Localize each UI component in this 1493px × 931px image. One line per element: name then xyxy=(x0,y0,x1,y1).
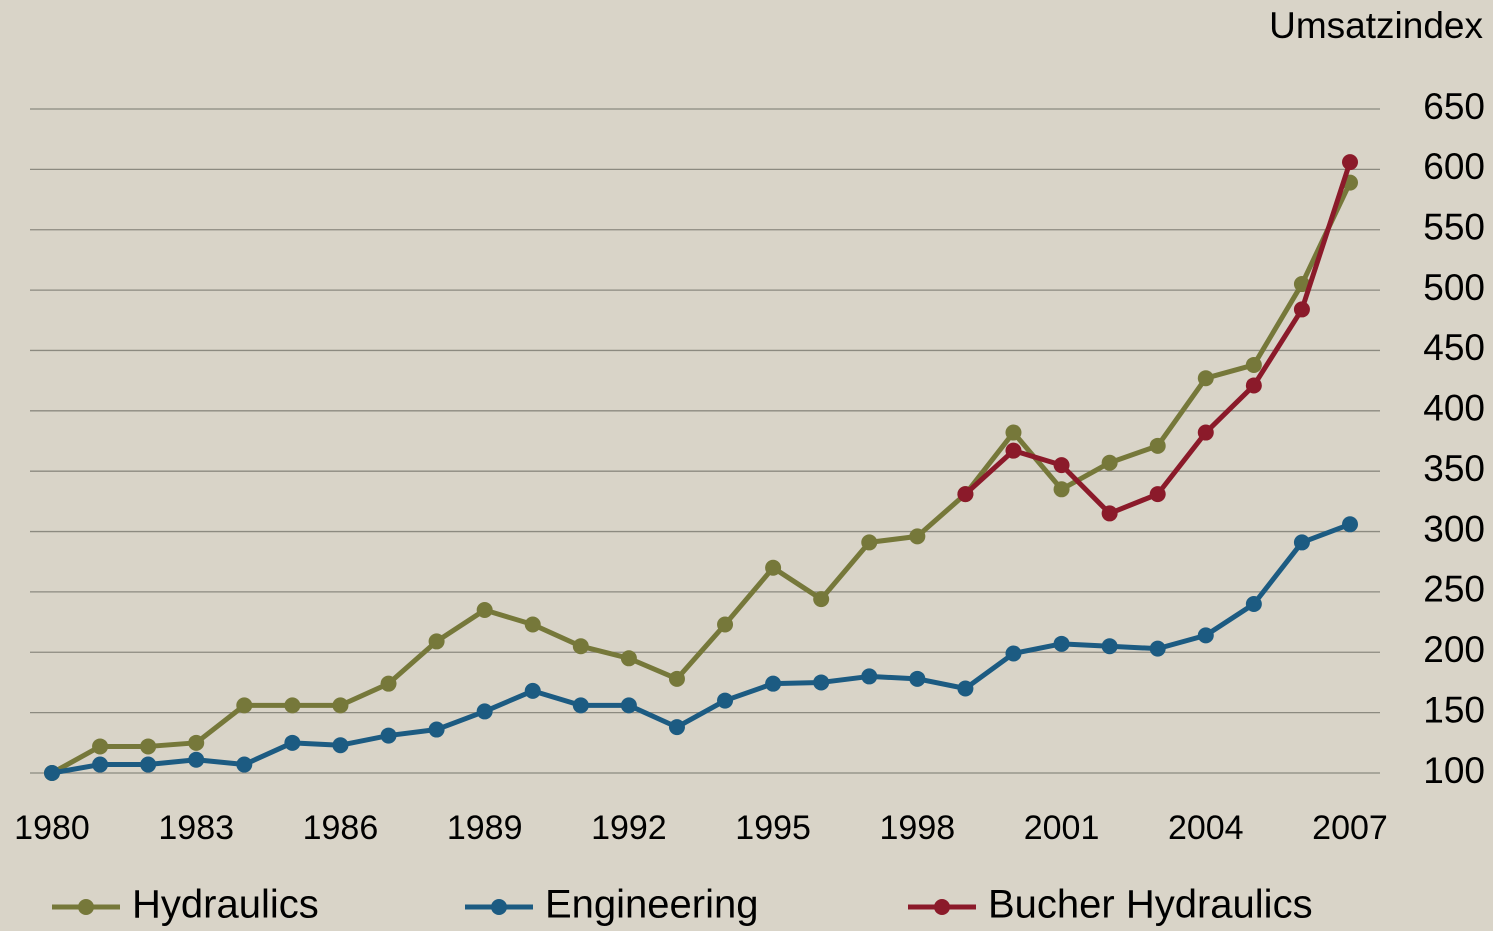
marker xyxy=(44,765,60,781)
y-tick-label: 650 xyxy=(1423,86,1485,127)
marker xyxy=(332,737,349,754)
marker xyxy=(717,692,734,709)
marker xyxy=(620,650,637,667)
marker xyxy=(1293,534,1310,551)
marker xyxy=(1245,356,1262,373)
marker xyxy=(1149,486,1166,503)
legend-label: Engineering xyxy=(545,883,759,927)
marker xyxy=(140,738,157,755)
marker xyxy=(236,697,253,714)
marker xyxy=(332,697,349,714)
y-tick-label: 250 xyxy=(1423,569,1485,610)
marker xyxy=(909,528,926,545)
marker xyxy=(1149,640,1166,657)
marker xyxy=(1342,516,1358,533)
legend-label: Bucher Hydraulics xyxy=(988,883,1313,927)
marker xyxy=(1101,454,1118,471)
y-tick-label: 550 xyxy=(1423,207,1485,248)
marker xyxy=(572,697,589,714)
marker xyxy=(765,559,782,576)
marker xyxy=(92,756,109,773)
x-tick-label: 1995 xyxy=(735,809,811,847)
marker xyxy=(620,697,637,714)
x-tick-label: 1983 xyxy=(158,809,234,847)
y-tick-label: 450 xyxy=(1423,327,1485,368)
marker xyxy=(1005,442,1022,459)
y-tick-label: 200 xyxy=(1423,629,1485,670)
marker xyxy=(813,674,830,691)
x-tick-label: 1992 xyxy=(591,809,667,847)
y-tick-label: 350 xyxy=(1423,448,1485,489)
marker xyxy=(476,703,493,720)
legend-marker xyxy=(78,899,94,915)
marker xyxy=(765,675,782,692)
marker xyxy=(1245,377,1262,394)
marker xyxy=(476,602,493,619)
marker xyxy=(813,591,830,608)
marker xyxy=(957,486,974,503)
marker xyxy=(1293,301,1310,318)
legend-marker xyxy=(491,899,507,915)
marker xyxy=(717,616,734,633)
marker xyxy=(380,727,397,744)
marker xyxy=(1197,424,1214,441)
line xyxy=(50,181,1353,776)
marker xyxy=(140,756,157,773)
marker xyxy=(1005,645,1022,662)
y-tick-label: 300 xyxy=(1423,508,1485,549)
x-tick-label: 1980 xyxy=(14,809,90,847)
y-tick-label: 100 xyxy=(1423,750,1485,791)
marker xyxy=(1053,481,1070,498)
marker xyxy=(1101,505,1118,522)
marker xyxy=(524,682,541,699)
marker xyxy=(188,734,205,751)
marker xyxy=(284,734,301,751)
marker xyxy=(861,534,878,551)
marker xyxy=(909,670,926,687)
y-tick-label: 600 xyxy=(1423,146,1485,187)
marker xyxy=(1197,370,1214,387)
marker xyxy=(1293,276,1310,293)
marker xyxy=(1053,457,1070,474)
marker xyxy=(861,668,878,685)
x-tick-label: 1986 xyxy=(303,809,379,847)
marker xyxy=(428,721,445,738)
marker xyxy=(1197,627,1214,644)
marker xyxy=(380,675,397,692)
marker xyxy=(957,680,974,697)
x-tick-label: 1989 xyxy=(447,809,523,847)
x-tick-label: 2001 xyxy=(1024,809,1100,847)
marker xyxy=(92,738,109,755)
marker xyxy=(284,697,301,714)
marker xyxy=(524,616,541,633)
marker xyxy=(668,670,685,687)
legend-label: Hydraulics xyxy=(132,883,319,927)
y-tick-label: 400 xyxy=(1423,388,1485,429)
marker xyxy=(1342,154,1358,171)
marker xyxy=(1149,437,1166,454)
y-axis-label: Umsatzindex xyxy=(1269,5,1483,46)
marker xyxy=(572,638,589,655)
marker xyxy=(236,756,253,773)
marker xyxy=(1245,595,1262,612)
marker xyxy=(668,719,685,736)
marker xyxy=(1053,635,1070,652)
marker xyxy=(428,633,445,650)
x-tick-label: 2007 xyxy=(1312,809,1388,847)
y-tick-label: 500 xyxy=(1423,267,1485,308)
y-tick-label: 150 xyxy=(1423,689,1485,730)
marker xyxy=(188,751,205,768)
x-tick-label: 2004 xyxy=(1168,809,1244,847)
x-tick-label: 1998 xyxy=(880,809,956,847)
marker xyxy=(1101,638,1118,655)
line xyxy=(51,521,1351,776)
legend-marker xyxy=(934,899,950,915)
marker xyxy=(1005,424,1022,441)
